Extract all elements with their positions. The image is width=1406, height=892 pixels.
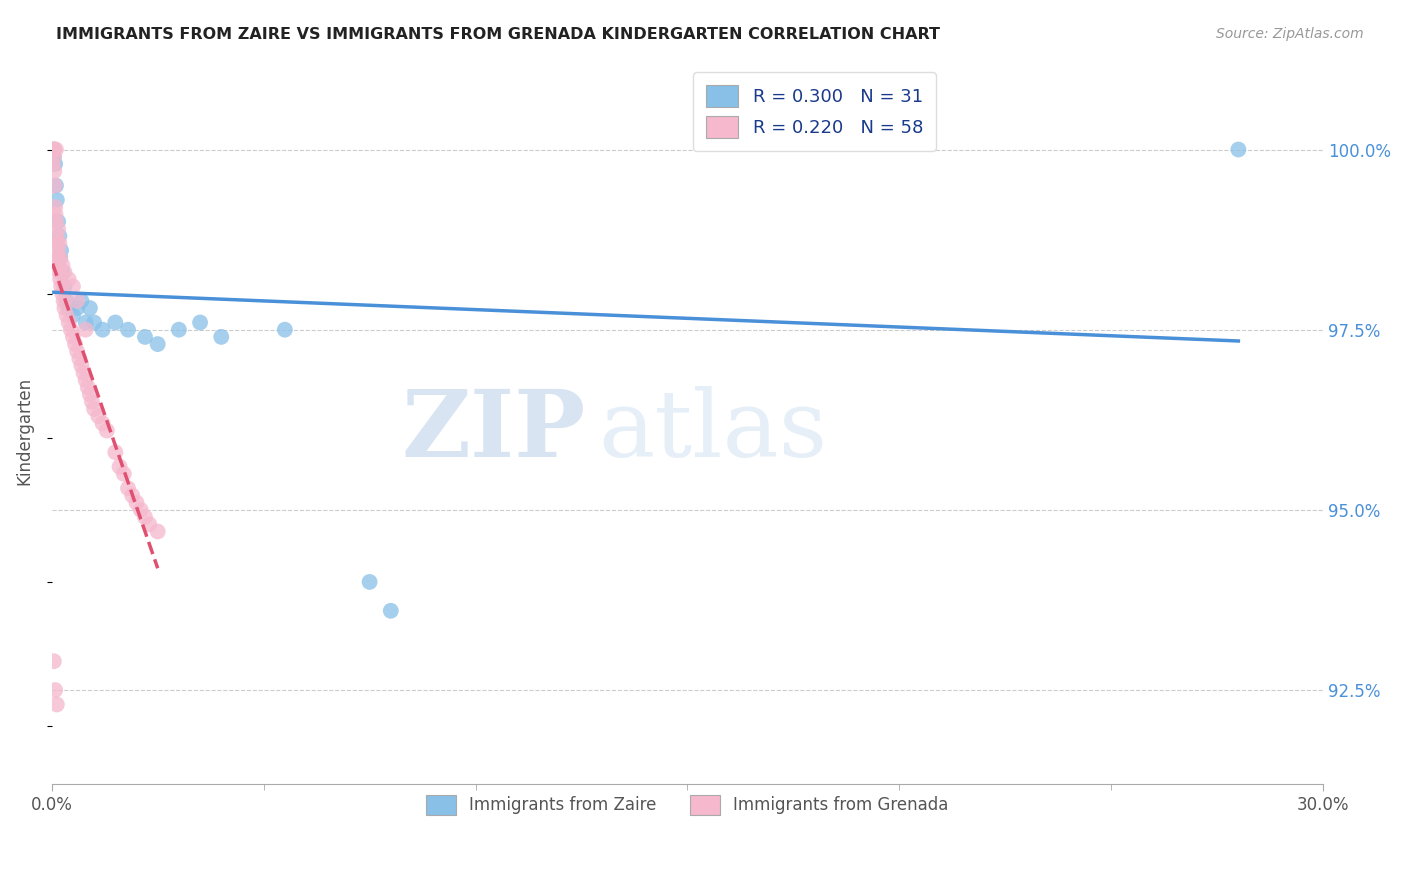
- Point: [45, 207, 67, 221]
- Point: [70, 359, 93, 373]
- Point: [44, 178, 66, 193]
- Point: [75, 323, 97, 337]
- Point: [49, 279, 72, 293]
- Point: [125, 496, 148, 510]
- Point: [45, 143, 67, 157]
- Text: Source: ZipAtlas.com: Source: ZipAtlas.com: [1216, 27, 1364, 41]
- Point: [188, 316, 211, 330]
- Point: [45, 229, 67, 244]
- Point: [117, 323, 139, 337]
- Point: [91, 323, 114, 337]
- Point: [104, 316, 127, 330]
- Point: [67, 351, 90, 366]
- Point: [46, 221, 69, 235]
- Point: [80, 394, 103, 409]
- Point: [48, 236, 70, 251]
- Point: [58, 301, 80, 315]
- Point: [112, 467, 135, 481]
- Point: [58, 272, 80, 286]
- Text: ZIP: ZIP: [402, 385, 586, 475]
- Point: [45, 214, 67, 228]
- Point: [42, 150, 65, 164]
- Point: [83, 401, 105, 416]
- Point: [49, 244, 72, 258]
- Point: [53, 301, 76, 315]
- Point: [108, 459, 131, 474]
- Point: [146, 337, 169, 351]
- Point: [44, 164, 66, 178]
- Point: [55, 293, 77, 308]
- Point: [79, 301, 101, 315]
- Text: atlas: atlas: [599, 385, 828, 475]
- Point: [42, 143, 65, 157]
- Point: [72, 366, 94, 380]
- Point: [58, 316, 80, 330]
- Point: [53, 265, 76, 279]
- Point: [96, 424, 118, 438]
- Point: [104, 445, 127, 459]
- Point: [359, 574, 381, 589]
- Point: [51, 286, 73, 301]
- Point: [52, 293, 75, 308]
- Point: [45, 698, 67, 712]
- Point: [167, 323, 190, 337]
- Point: [75, 373, 97, 387]
- Point: [45, 193, 67, 207]
- Point: [117, 481, 139, 495]
- Point: [48, 265, 70, 279]
- Point: [49, 251, 72, 265]
- Point: [121, 488, 143, 502]
- Point: [46, 236, 69, 251]
- Point: [51, 258, 73, 272]
- Point: [44, 683, 66, 698]
- Point: [134, 510, 156, 524]
- Y-axis label: Kindergarten: Kindergarten: [15, 376, 32, 484]
- Point: [42, 143, 65, 157]
- Point: [53, 279, 76, 293]
- Point: [51, 265, 73, 279]
- Point: [1227, 143, 1250, 157]
- Point: [46, 214, 69, 228]
- Point: [274, 323, 297, 337]
- Point: [46, 251, 69, 265]
- Point: [129, 503, 152, 517]
- Point: [62, 279, 84, 293]
- Point: [87, 409, 110, 424]
- Point: [66, 344, 89, 359]
- Point: [59, 323, 82, 337]
- Point: [44, 200, 66, 214]
- Point: [79, 387, 101, 401]
- Point: [91, 417, 114, 431]
- Point: [42, 150, 65, 164]
- Point: [44, 157, 66, 171]
- Point: [42, 654, 65, 668]
- Point: [49, 251, 72, 265]
- Point: [75, 316, 97, 330]
- Point: [63, 337, 86, 351]
- Point: [49, 272, 72, 286]
- Legend: Immigrants from Zaire, Immigrants from Grenada: Immigrants from Zaire, Immigrants from G…: [416, 784, 959, 825]
- Point: [66, 293, 89, 308]
- Point: [41, 157, 63, 171]
- Point: [134, 330, 156, 344]
- Point: [138, 517, 160, 532]
- Point: [48, 258, 70, 272]
- Text: IMMIGRANTS FROM ZAIRE VS IMMIGRANTS FROM GRENADA KINDERGARTEN CORRELATION CHART: IMMIGRANTS FROM ZAIRE VS IMMIGRANTS FROM…: [56, 27, 941, 42]
- Point: [76, 380, 98, 394]
- Point: [62, 330, 84, 344]
- Point: [66, 301, 89, 315]
- Point: [42, 143, 65, 157]
- Point: [146, 524, 169, 539]
- Point: [380, 604, 402, 618]
- Point: [209, 330, 232, 344]
- Point: [62, 308, 84, 322]
- Point: [42, 143, 65, 157]
- Point: [46, 244, 69, 258]
- Point: [45, 178, 67, 193]
- Point: [55, 308, 77, 322]
- Point: [48, 229, 70, 244]
- Point: [83, 316, 105, 330]
- Point: [70, 293, 93, 308]
